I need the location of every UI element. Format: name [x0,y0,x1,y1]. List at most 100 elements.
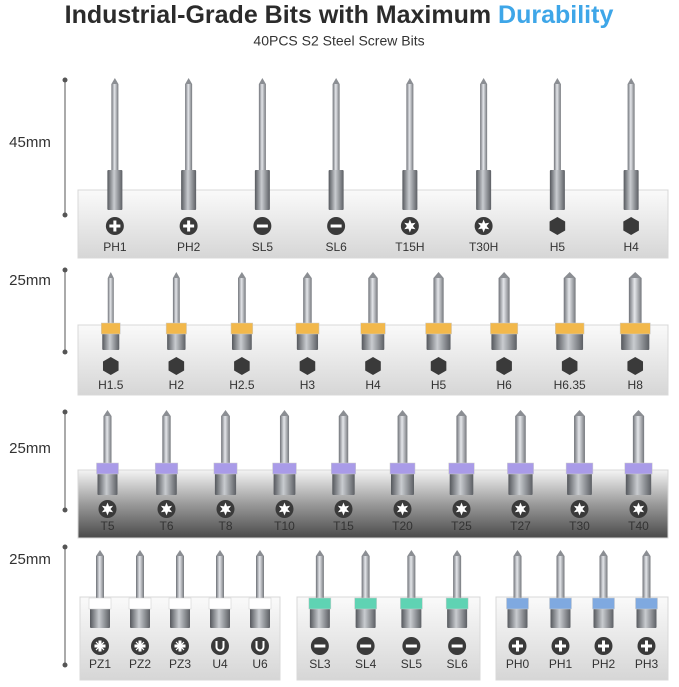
bit-icon [627,357,644,375]
bit [592,550,615,628]
bit-band [425,322,452,335]
bit-shaft [332,84,340,172]
bit-label: PZ3 [169,657,191,671]
glyph [514,502,527,516]
length-label: 45mm [9,134,51,151]
bit-icon [570,500,589,518]
title: Industrial-Grade Bits with Maximum Durab… [65,1,614,29]
bit-label: H5 [431,378,447,392]
bit-tip [406,78,414,84]
length-label: 25mm [9,272,51,289]
bit-label: H4 [623,240,639,254]
bit [208,550,232,628]
bit-band [445,597,469,610]
bit-shaft [632,416,645,467]
bit-shaft [433,278,444,327]
bit [295,272,320,350]
bit-band [507,462,534,475]
bit-tip [162,410,171,416]
bit-shaft [563,278,576,327]
glyph [314,644,326,648]
bit-shaft [103,416,112,467]
bit-label: H1.5 [98,378,124,392]
bit-label: H8 [628,378,644,392]
bit [445,550,469,628]
bit-icon [91,637,109,655]
glyph [219,502,232,516]
bit-shaft [628,278,642,327]
bit-band [128,597,152,610]
bit-tip [397,410,408,416]
bit [165,272,187,350]
bit-label: PH1 [549,657,573,671]
glyph [101,502,114,516]
bit-band [96,462,119,475]
glyph [255,641,265,652]
bit-label: PH0 [506,657,530,671]
bit-shaft [96,556,104,602]
bit-label: T15 [333,519,354,533]
bit-icon [549,217,566,235]
bit-shaft [515,416,526,467]
glyph [477,219,490,233]
bit-tip [599,550,608,556]
bit-label: H4 [365,378,381,392]
bit-label: SL6 [446,657,468,671]
bit-icon [430,357,447,375]
glyph [160,502,173,516]
bit-shaft [258,84,266,172]
glyph [404,219,416,233]
bit-band [448,462,475,475]
bit-tip [361,550,370,556]
glyph [516,640,519,652]
bit-tip [96,550,104,556]
glyph [632,502,645,516]
bracket-dot [62,544,68,550]
bit-base [107,170,123,210]
bit-icon [356,637,375,655]
hex-icon [168,357,185,375]
bit-tip [332,78,340,84]
bit-label: H2 [169,378,185,392]
bit-band [248,597,272,610]
bit [507,410,534,495]
bit-label: PH2 [592,657,616,671]
bit-tip [628,272,642,278]
bit [506,550,529,628]
bit-tip [107,272,114,278]
bit-label: U6 [252,657,268,671]
bit-label: T5 [100,519,114,533]
bit [354,550,377,628]
bit-tip [172,272,180,278]
bit [448,410,475,495]
bit-base [402,170,418,210]
glyph [187,220,191,232]
bit-label: SL3 [309,657,331,671]
bit-label: U4 [212,657,228,671]
bit-icon [327,217,346,235]
bit-shaft [574,416,585,467]
bit-label: T40 [628,519,649,533]
bit-icon [253,217,272,235]
bit-band [88,597,112,610]
bit-shaft [176,556,184,602]
bit-shaft [456,416,467,467]
bit-band [506,597,529,610]
bit [619,272,651,350]
bit [101,272,121,350]
bit-tip [563,272,576,278]
bit [96,410,119,495]
bit [168,550,192,628]
bit-band [565,462,594,475]
bit [402,78,418,210]
bit [88,550,112,628]
bit-shaft [338,416,349,467]
bit-label: PZ1 [89,657,111,671]
bit-icon [511,500,530,518]
bracket-dot [62,267,68,273]
bit-shaft [480,84,488,172]
bit-shaft [216,556,224,602]
bit-label: H2.5 [229,378,255,392]
bit-tip [111,78,119,84]
